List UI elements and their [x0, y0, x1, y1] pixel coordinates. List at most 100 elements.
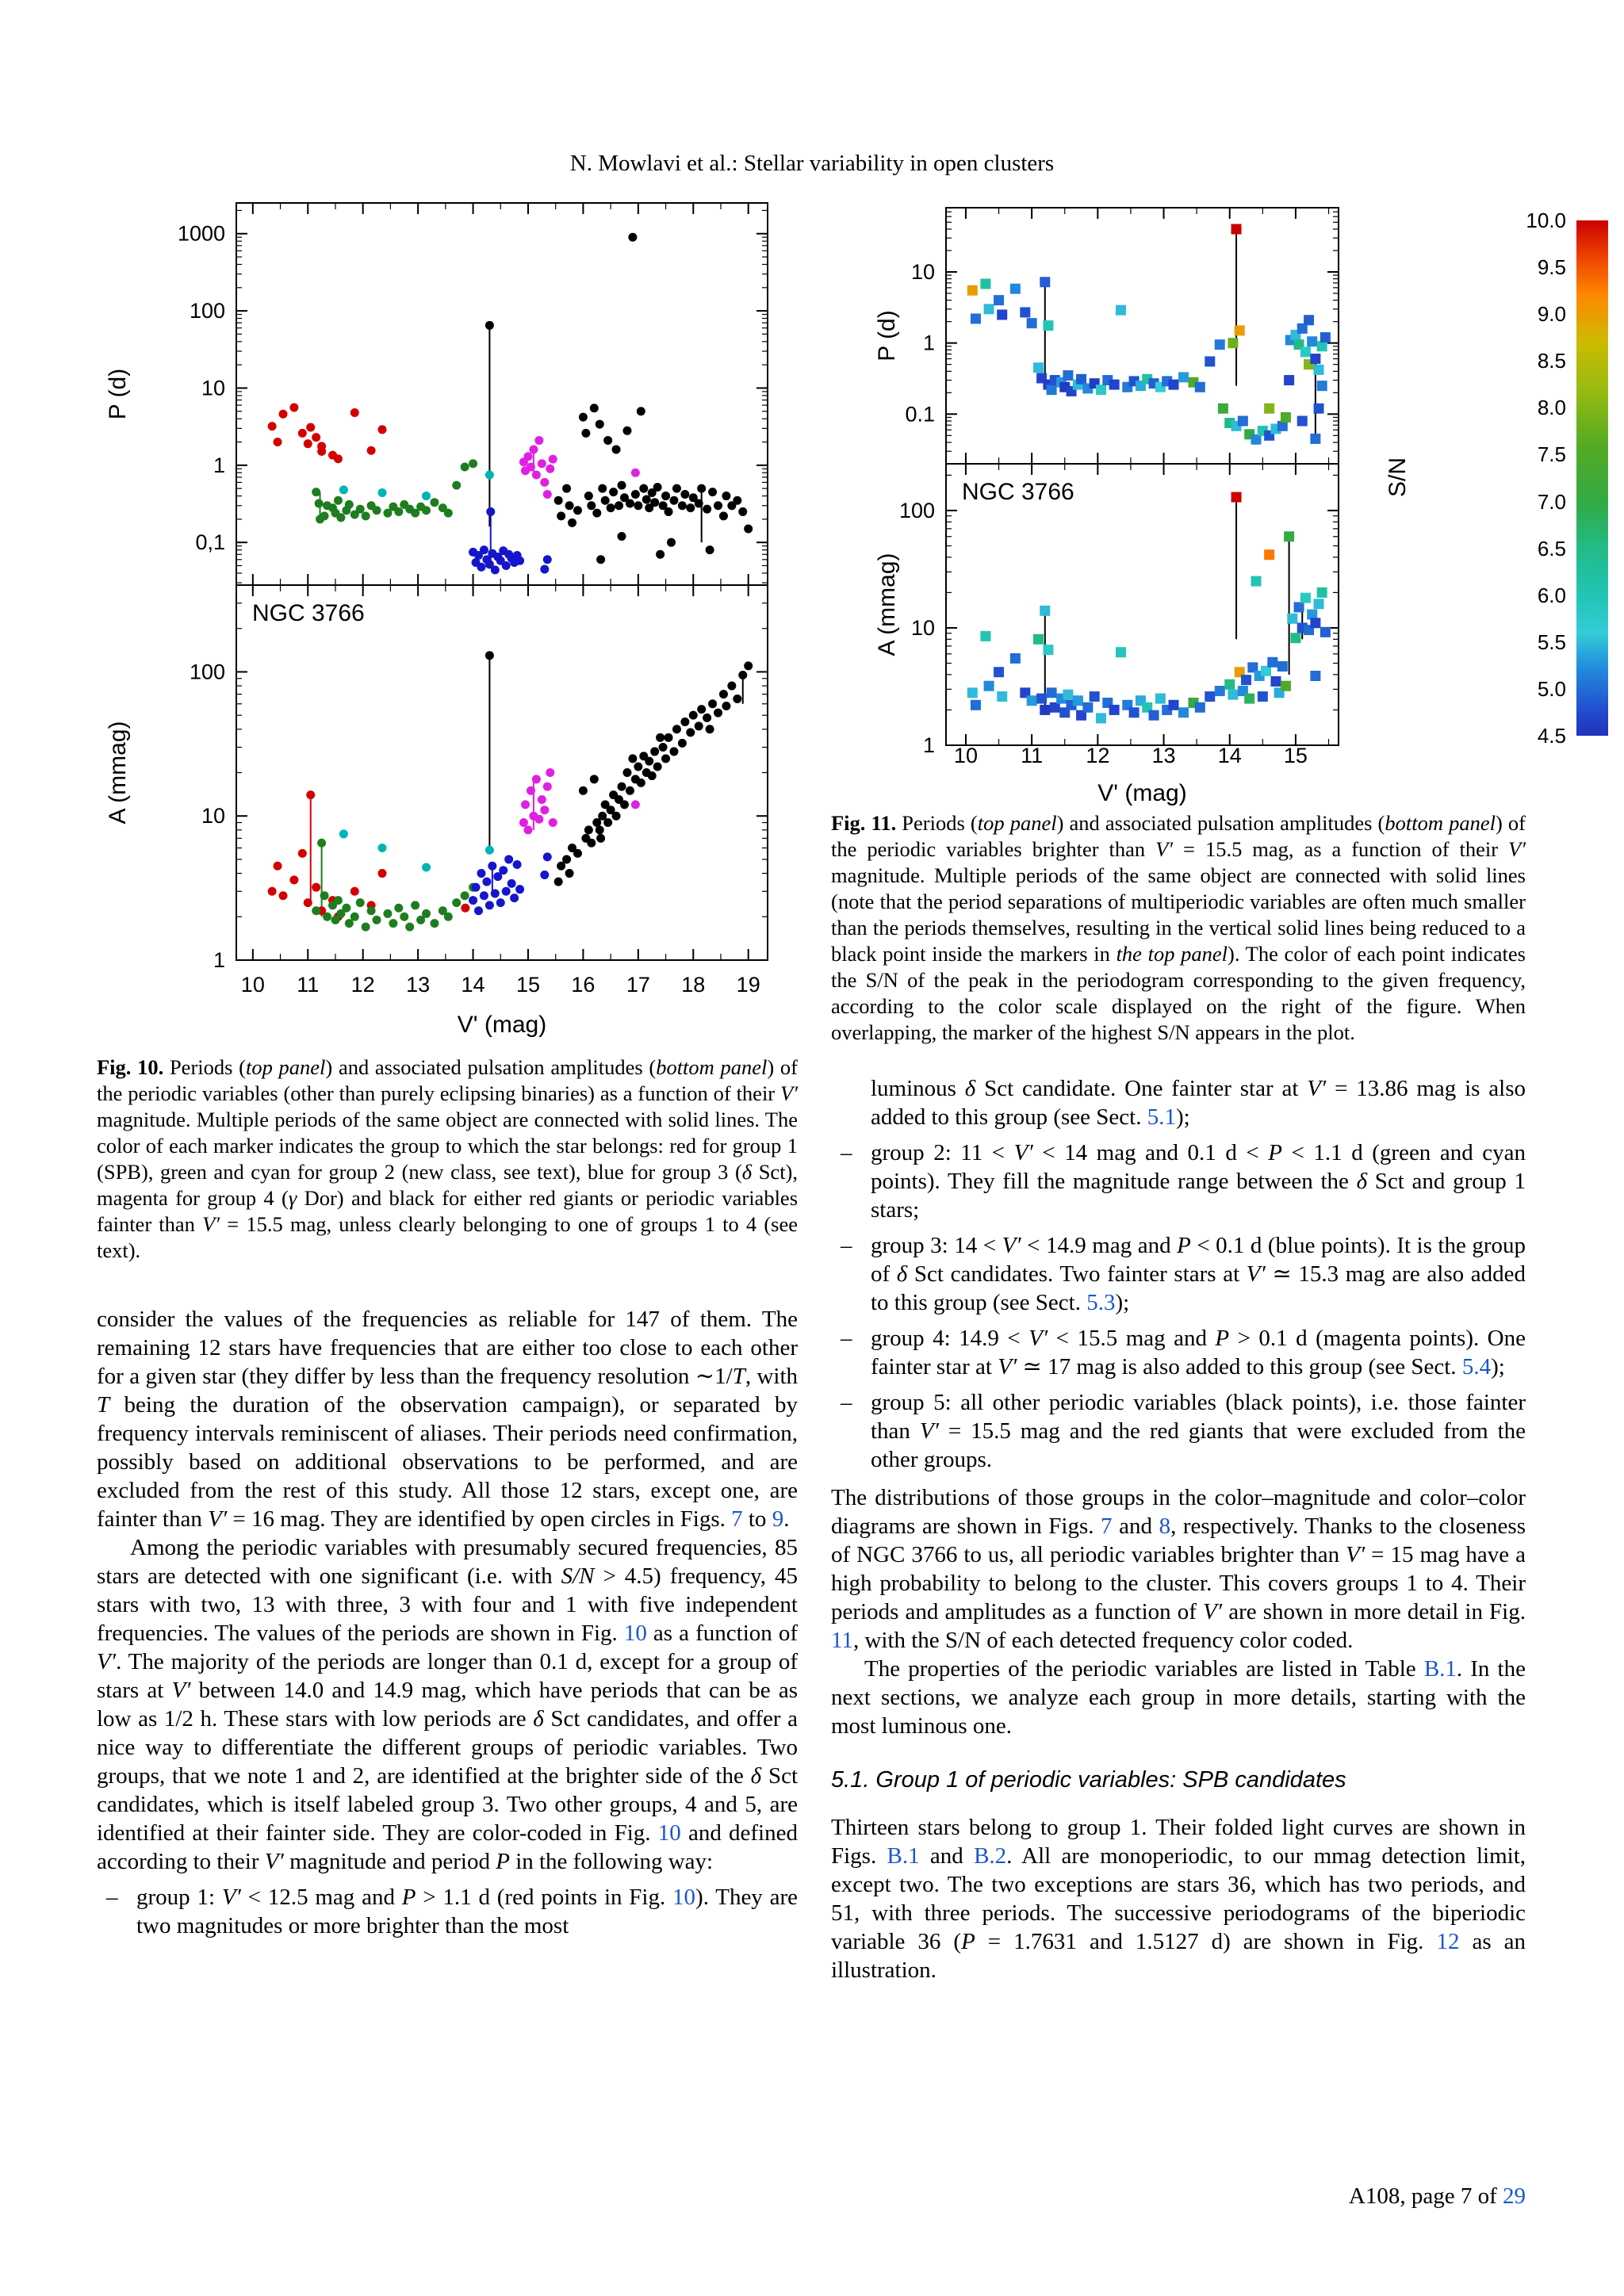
bullet-dash: – — [841, 1233, 852, 1258]
svg-text:1: 1 — [923, 331, 935, 355]
colorbar-tick-label: 8.5 — [1537, 349, 1566, 373]
ref-link[interactable]: 7 — [1101, 1513, 1113, 1539]
text-segment: Thirteen stars belong to group 1. Their … — [831, 1815, 1526, 1869]
text-segment: Among the periodic variables with presum… — [97, 1535, 798, 1589]
svg-text:NGC 3766: NGC 3766 — [962, 479, 1074, 505]
ref-link[interactable]: 8 — [1159, 1513, 1171, 1539]
ref-link[interactable]: 9 — [772, 1506, 784, 1532]
text-segment: The distributions of those groups in the… — [831, 1485, 1526, 1539]
svg-text:P (d): P (d) — [105, 369, 131, 419]
body-paragraph: Among the periodic variables with presum… — [97, 1533, 798, 1876]
colorbar-tick-label: 6.0 — [1537, 583, 1566, 607]
running-header: N. Mowlavi et al.: Stellar variability i… — [569, 151, 1055, 176]
text-segment: between 14.0 and 14.9 mag, which have pe… — [97, 1678, 798, 1732]
text-segment: = 15.5 mag, unless clearly belonging to … — [97, 1212, 798, 1262]
text-segment: as an illustration. — [831, 1929, 1526, 1983]
text-segment: P — [1215, 1326, 1230, 1351]
text-segment: < 14.9 mag and — [1021, 1233, 1178, 1258]
text-segment: T — [732, 1364, 745, 1389]
colorbar-axis-title: S/N — [1385, 457, 1411, 498]
svg-text:100: 100 — [190, 660, 225, 683]
text-segment: , respectively. Thanks to the closeness … — [831, 1513, 1526, 1567]
svg-text:1: 1 — [213, 453, 225, 477]
text-segment: ≃ 17 mag is also added to this group (se… — [1017, 1354, 1462, 1380]
text-segment: P — [961, 1929, 975, 1954]
ref-link[interactable]: 5.1 — [1147, 1104, 1176, 1130]
ref-link[interactable]: B.2 — [974, 1843, 1007, 1869]
ref-link[interactable]: 10 — [672, 1885, 696, 1910]
text-segment: top panel — [977, 811, 1057, 835]
text-segment: Sct candidates, which is itself labeled … — [97, 1763, 799, 1846]
text-segment: P — [1268, 1140, 1282, 1165]
text-segment: ) of the periodic variables (other than … — [97, 1055, 798, 1105]
body-paragraph: Thirteen stars belong to group 1. Their … — [831, 1813, 1526, 1984]
list-item-group1: – group 1: V′ < 12.5 mag and P > 1.1 d (r… — [97, 1883, 798, 1940]
text-segment: V′ — [202, 1212, 220, 1236]
svg-text:12: 12 — [1086, 744, 1109, 767]
ref-link[interactable]: 10 — [657, 1820, 681, 1846]
text-segment: ). They are two magnitudes or more brigh… — [136, 1885, 799, 1938]
text-segment: = 16 mag. They are identified by open ci… — [227, 1506, 732, 1532]
ref-link[interactable]: 5.3 — [1086, 1290, 1116, 1315]
text-segment: Sct candidates. Two fainter stars at — [907, 1261, 1247, 1287]
list-item-group3: – group 3: 14 < V′ < 14.9 mag and P < 0.1… — [831, 1231, 1526, 1317]
text-segment: Dor) and black for either red giants or … — [97, 1186, 799, 1236]
bullet-dash: – — [841, 1390, 852, 1415]
text-segment: ); — [1115, 1290, 1130, 1315]
bullet-dash: – — [841, 1140, 852, 1165]
colorbar-tick-label: 7.5 — [1537, 442, 1566, 467]
bullet-dash: – — [841, 1326, 852, 1351]
text-segment: being the duration of the observation ca… — [97, 1392, 798, 1532]
svg-text:14: 14 — [462, 973, 485, 997]
svg-text:11: 11 — [297, 973, 319, 997]
svg-text:10: 10 — [201, 376, 225, 400]
svg-text:13: 13 — [406, 973, 430, 997]
page-footer: A108, page 7 of 29 — [831, 2183, 1526, 2210]
svg-text:10: 10 — [911, 616, 935, 640]
ref-link[interactable]: 11 — [831, 1628, 853, 1653]
ref-link[interactable]: B.1 — [1423, 1656, 1457, 1682]
text-segment: V′ — [1346, 1542, 1365, 1567]
right-text-column: Fig. 11. Periods (top panel) and associa… — [831, 810, 1526, 1984]
svg-text:10: 10 — [911, 260, 935, 284]
ref-link[interactable]: B.1 — [887, 1843, 920, 1869]
svg-text:12: 12 — [351, 973, 375, 997]
list-item-group1-continued: luminous δ Sct candidate. One fainter st… — [831, 1074, 1526, 1131]
text-segment: V′ — [1002, 1233, 1021, 1258]
ref-link[interactable]: 10 — [623, 1621, 647, 1646]
svg-text:A (mmag): A (mmag) — [105, 721, 131, 824]
text-segment: magnitude. Multiple periods of the same … — [831, 863, 1526, 966]
footer-page-link[interactable]: 29 — [1503, 2183, 1526, 2209]
text-segment: < 0.1 d (blue points). It is the group o… — [871, 1233, 1526, 1287]
colorbar-tick-label: 9.0 — [1537, 302, 1566, 327]
text-segment: Sct candidate. One fainter star at — [975, 1076, 1308, 1101]
text-segment: in the following way: — [509, 1849, 714, 1874]
text-segment: are shown in more detail in Fig. — [1222, 1599, 1526, 1624]
text-segment: = 15.5 mag and the red giants that were … — [871, 1418, 1526, 1472]
colorbar-tick-label: 7.0 — [1537, 489, 1566, 514]
text-segment: γ — [288, 1186, 297, 1210]
list-item-group4: – group 4: 14.9 < V′ < 15.5 mag and P > 0… — [831, 1324, 1526, 1381]
svg-text:10: 10 — [954, 744, 978, 767]
ref-link[interactable]: 12 — [1436, 1929, 1460, 1954]
text-segment: ) and associated pulsation amplitudes ( — [1056, 811, 1385, 835]
text-segment: Periods ( — [163, 1055, 246, 1079]
text-segment: top panel — [245, 1055, 326, 1079]
text-segment: ); — [1175, 1104, 1190, 1130]
text-segment: δ — [964, 1076, 976, 1101]
text-segment: consider the values of the frequencies a… — [97, 1307, 798, 1389]
text-segment: V′ — [1028, 1326, 1048, 1351]
text-segment: δ — [1356, 1169, 1368, 1194]
svg-text:A (mmag): A (mmag) — [874, 553, 900, 656]
fig11-caption: Fig. 11. Periods (top panel) and associa… — [831, 810, 1526, 1046]
text-segment: V′ — [1307, 1076, 1327, 1101]
text-segment: Sct candidates, and offer a nice way to … — [97, 1706, 799, 1789]
svg-text:1: 1 — [923, 733, 935, 757]
text-segment: . — [783, 1506, 790, 1532]
svg-text:17: 17 — [626, 973, 650, 997]
text-segment: Fig. 11. — [831, 811, 897, 835]
ref-link[interactable]: 7 — [731, 1506, 743, 1532]
ref-link[interactable]: 5.4 — [1461, 1354, 1492, 1380]
text-segment: magnitude. Multiple periods of the same … — [97, 1108, 798, 1184]
